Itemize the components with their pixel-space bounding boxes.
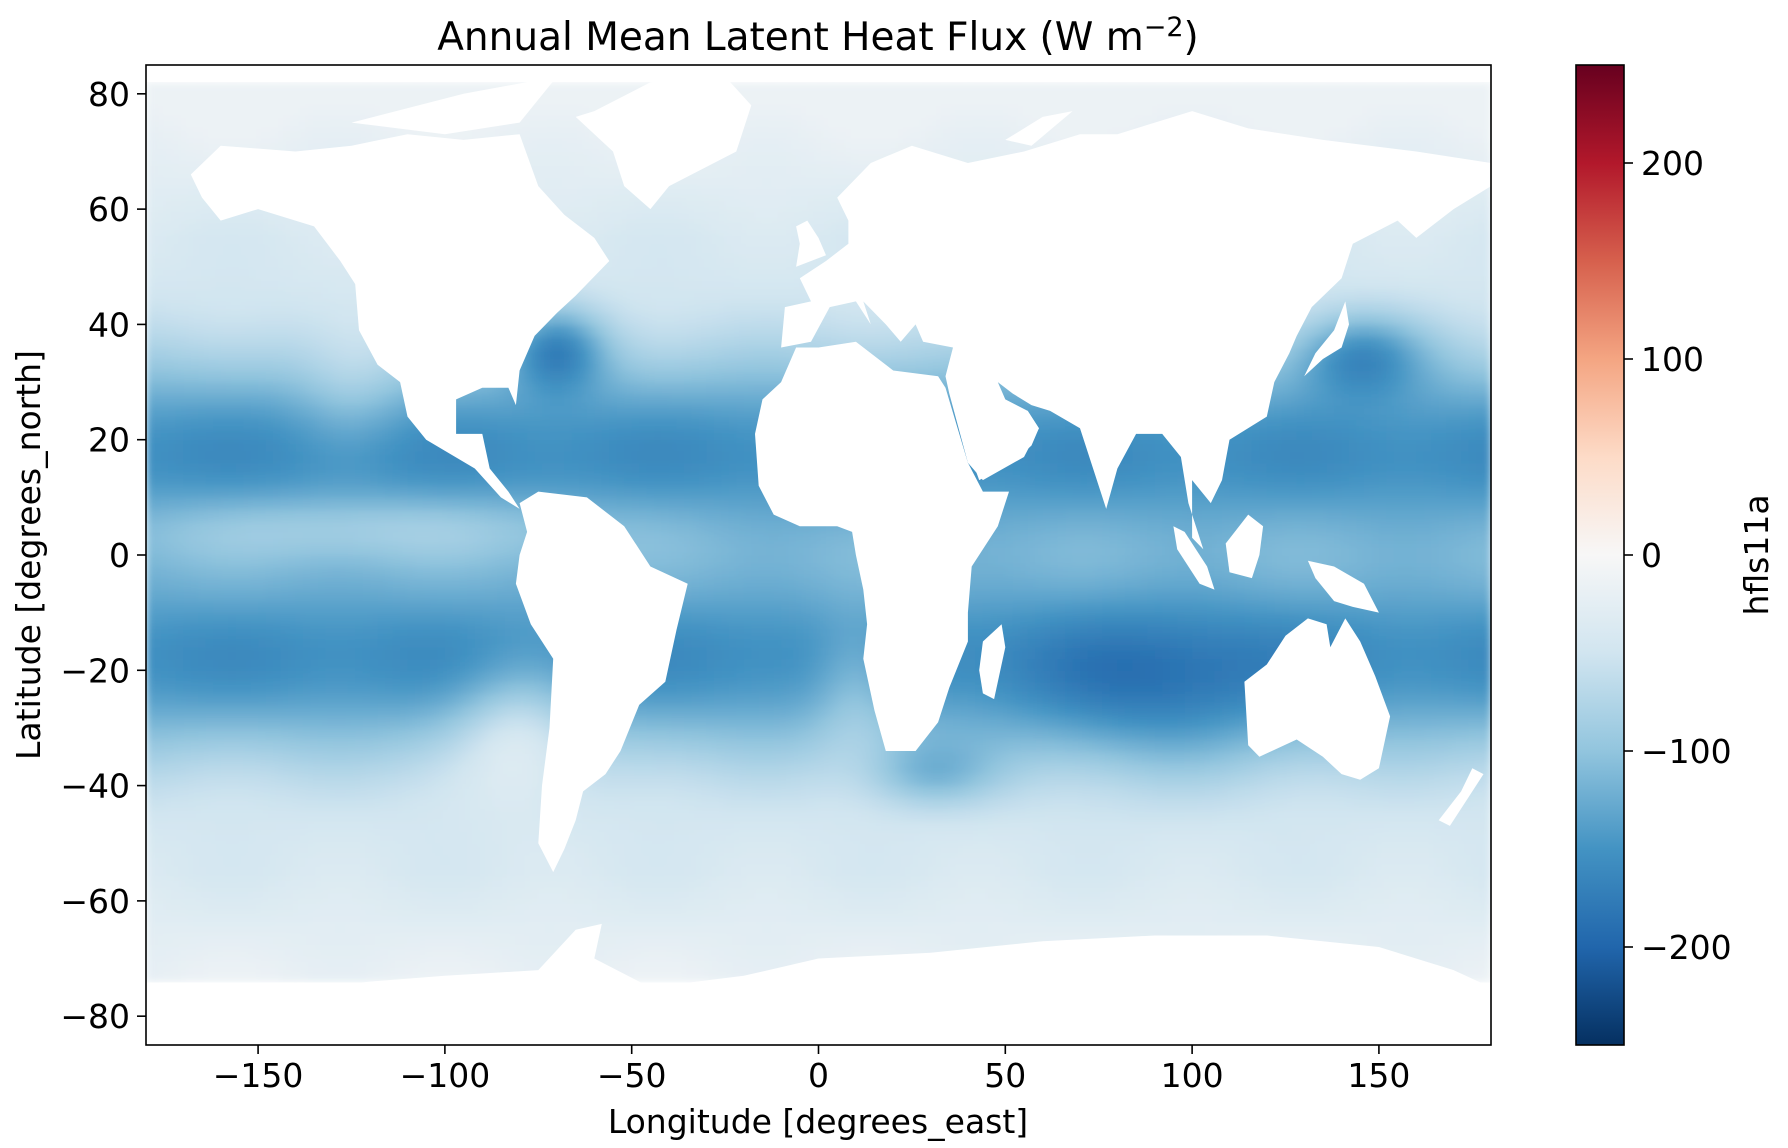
land-arctic-islands: [351, 76, 557, 135]
land-mask: [146, 76, 1491, 1045]
land-north-america: [190, 134, 610, 509]
y-tick-label: 60: [88, 190, 130, 229]
x-axis-label: Longitude [degrees_east]: [608, 1102, 1028, 1141]
y-tick-label: −20: [60, 651, 130, 690]
colorbar-tick-label: −200: [1641, 928, 1732, 967]
colorbar-label: hfls11a: [1737, 494, 1776, 615]
colorbar-tick-label: 100: [1641, 340, 1704, 379]
land-africa: [755, 341, 1009, 751]
land-australia: [1244, 618, 1391, 780]
x-tick-label: 50: [984, 1056, 1026, 1095]
y-tick-label: −60: [60, 882, 130, 921]
x-tick-label: 100: [1161, 1056, 1224, 1095]
x-tick-label: 0: [808, 1056, 829, 1095]
land-sumatra: [1173, 526, 1215, 590]
y-tick-label: 20: [88, 421, 130, 460]
colorbar-ticks: 200 100 0 −100 −200: [1624, 144, 1732, 967]
x-tick-label: −50: [597, 1056, 667, 1095]
y-tick-label: −40: [60, 767, 130, 806]
plot-area: [146, 65, 1491, 1045]
land-scandinavia-inner: [855, 163, 924, 233]
land-borneo: [1225, 514, 1264, 579]
y-tick-label: 0: [109, 536, 130, 575]
land-svalbard-nz: [1005, 111, 1073, 146]
land-south-america: [515, 491, 688, 873]
y-tick-label: 40: [88, 305, 130, 344]
colorbar-tick-label: 200: [1641, 144, 1704, 183]
colorbar-tick-label: 0: [1641, 536, 1662, 575]
land-madagascar: [979, 624, 1006, 700]
land-new-zealand: [1438, 768, 1484, 826]
land-arabia: [949, 376, 1039, 481]
y-tick-label: 80: [88, 75, 130, 114]
chart-title: Annual Mean Latent Heat Flux (W m−2): [437, 12, 1199, 60]
x-tick-label: −100: [400, 1056, 491, 1095]
land-antarctica: [146, 923, 1491, 1045]
colorbar-tick-label: −100: [1641, 732, 1732, 771]
land-eurasia: [781, 111, 1491, 550]
chart-title-superscript: −2: [1144, 12, 1184, 43]
y-tick-label: −80: [60, 997, 130, 1036]
land-japan: [1304, 301, 1349, 377]
y-axis-label: Latitude [degrees_north]: [9, 350, 48, 760]
x-tick-label: −150: [213, 1056, 304, 1095]
colorbar: [1575, 64, 1625, 1046]
land-greenland: [575, 76, 752, 210]
x-tick-label: 150: [1347, 1056, 1410, 1095]
land-new-guinea: [1307, 560, 1379, 613]
land-uk: [796, 220, 826, 267]
x-axis: −150 −100 −50 0 50 100 150: [213, 1045, 1410, 1095]
y-axis: 80 60 40 20 0 −20 −40 −60 −80: [60, 75, 146, 1036]
